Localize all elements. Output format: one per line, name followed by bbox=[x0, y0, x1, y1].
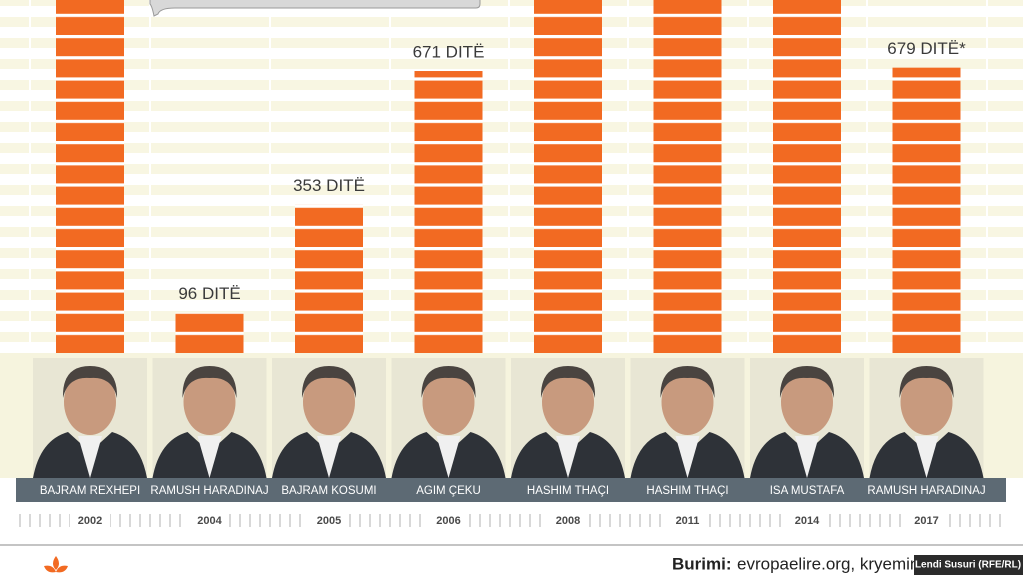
portrait bbox=[391, 358, 506, 478]
year-label: 2004 bbox=[197, 515, 222, 527]
portrait-hair bbox=[421, 366, 476, 398]
year-bg bbox=[70, 512, 110, 529]
year-label: 2008 bbox=[556, 515, 580, 527]
year-bg bbox=[667, 512, 708, 529]
portrait-face bbox=[183, 369, 236, 435]
year-label: 2006 bbox=[436, 515, 460, 527]
portrait-face bbox=[781, 369, 833, 435]
portrait-face bbox=[422, 369, 475, 435]
portrait-hair bbox=[540, 366, 596, 398]
year-label: 2011 bbox=[676, 515, 700, 527]
portrait-hair bbox=[62, 366, 118, 398]
value-label: 96 DITË bbox=[178, 284, 240, 303]
portrait-hair bbox=[182, 366, 237, 398]
bar bbox=[773, 0, 841, 354]
bar bbox=[295, 204, 363, 353]
portrait bbox=[272, 358, 386, 478]
portrait-hair bbox=[899, 366, 954, 398]
portrait-shirt bbox=[78, 436, 102, 478]
value-label: 671 DITË bbox=[413, 43, 485, 62]
portrait bbox=[152, 358, 267, 478]
name-label: RAMUSH HARADINAJ bbox=[150, 485, 268, 497]
portrait-face bbox=[64, 369, 116, 435]
credit-badge bbox=[914, 555, 1023, 575]
logo bbox=[44, 556, 68, 573]
column-dividers bbox=[29, 0, 988, 353]
portrait-shirt bbox=[197, 436, 222, 478]
year-label: 2017 bbox=[914, 515, 938, 527]
portrait-shirt bbox=[675, 436, 700, 478]
portrait-shirt bbox=[914, 436, 939, 478]
portrait-shirt bbox=[317, 436, 341, 478]
name-strip bbox=[16, 478, 1006, 502]
name-label: ISA MUSTAFA bbox=[770, 485, 845, 497]
bar bbox=[653, 0, 722, 354]
year-bg bbox=[189, 512, 230, 529]
portrait-shirt bbox=[795, 436, 819, 478]
year-bg bbox=[309, 512, 349, 529]
name-label: RAMUSH HARADINAJ bbox=[867, 485, 985, 497]
bar bbox=[892, 67, 961, 354]
portrait bbox=[511, 358, 625, 478]
portrait-face bbox=[661, 369, 714, 435]
portrait-face bbox=[542, 369, 594, 435]
value-label: 679 DITË* bbox=[887, 39, 966, 58]
value-label: 353 DITË bbox=[293, 176, 365, 195]
name-label: AGIM ÇEKU bbox=[416, 485, 481, 497]
source-text: evropaelire.org, kryemin bbox=[737, 554, 919, 573]
portrait-hair bbox=[779, 366, 835, 398]
name-label: BAJRAM REXHEPI bbox=[40, 485, 140, 497]
source-label: Burimi: bbox=[672, 554, 732, 573]
callout-fragment bbox=[149, 0, 481, 17]
name-label: BAJRAM KOSUMI bbox=[281, 485, 376, 497]
year-label: 2005 bbox=[317, 515, 341, 527]
year-label: 2002 bbox=[78, 515, 102, 527]
portrait-hair bbox=[660, 366, 715, 398]
portrait bbox=[630, 358, 745, 478]
portrait bbox=[33, 358, 147, 478]
year-bg bbox=[906, 512, 947, 529]
name-label: HASHIM THAÇI bbox=[527, 485, 609, 497]
credit: Lendi Susuri (RFE/RL) bbox=[915, 560, 1021, 571]
portrait bbox=[750, 358, 864, 478]
bar bbox=[175, 312, 244, 353]
year-label: 2014 bbox=[795, 515, 820, 527]
bar bbox=[56, 0, 124, 354]
portrait-face bbox=[900, 369, 953, 435]
portrait-shirt bbox=[556, 436, 580, 478]
bar bbox=[414, 71, 483, 354]
portrait-face bbox=[303, 369, 355, 435]
bar bbox=[534, 0, 602, 353]
name-label: HASHIM THAÇI bbox=[646, 485, 728, 497]
year-bg bbox=[428, 512, 469, 529]
year-bg bbox=[787, 512, 827, 529]
background-stripes bbox=[0, 0, 1023, 353]
portrait-hair bbox=[301, 366, 357, 398]
year-bg bbox=[548, 512, 588, 529]
portrait-shirt bbox=[436, 436, 461, 478]
portrait bbox=[869, 358, 984, 478]
